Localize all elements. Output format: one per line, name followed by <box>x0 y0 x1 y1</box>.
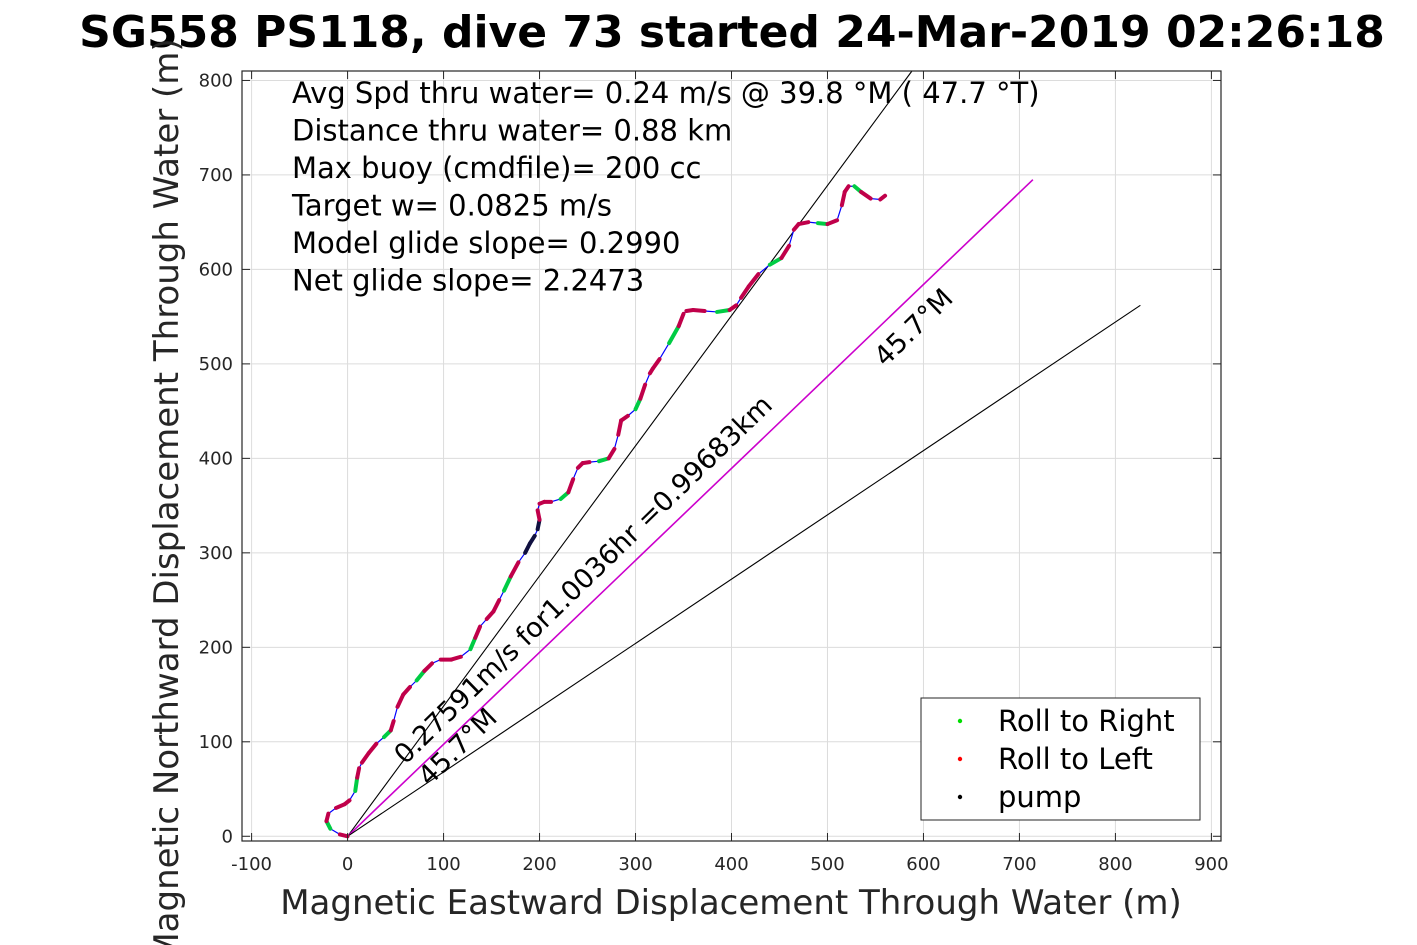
x-tick-label: 300 <box>618 854 652 875</box>
annotations: 0.27591m/s for1.0036hr =0.99683km45.7°M4… <box>388 283 959 792</box>
legend-marker <box>957 718 963 724</box>
roll-marker <box>342 798 352 807</box>
reference-lines <box>347 70 1141 837</box>
x-axis-title: Magnetic Eastward Displacement Through W… <box>280 883 1182 923</box>
legend-marker <box>957 794 963 800</box>
roll-marker <box>527 533 537 546</box>
roll-marker <box>878 193 888 202</box>
x-tick-label: 700 <box>1002 854 1036 875</box>
roll-marker <box>508 560 521 579</box>
roll-marker <box>324 811 331 824</box>
roll-marker <box>715 308 732 314</box>
stat-line: Target w= 0.0825 m/s <box>291 189 612 223</box>
roll-marker <box>779 243 792 261</box>
reference-line-upper <box>347 70 913 837</box>
y-tick-label: 500 <box>199 354 233 375</box>
roll-marker <box>739 284 751 300</box>
legend-label: Roll to Left <box>998 742 1153 776</box>
roll-marker <box>355 766 362 780</box>
roll-marker <box>401 685 412 697</box>
roll-marker <box>839 189 847 208</box>
y-tick-label: 100 <box>199 732 233 753</box>
roll-marker <box>414 668 427 683</box>
y-tick-label: 800 <box>199 70 233 91</box>
roll-marker <box>366 741 379 756</box>
y-tick-label: 700 <box>199 165 233 186</box>
stat-line: Avg Spd thru water= 0.24 m/s @ 39.8 °M (… <box>292 76 1040 110</box>
legend-label: pump <box>998 780 1081 814</box>
line-annotation: 45.7°M <box>868 283 959 373</box>
roll-marker <box>422 661 435 673</box>
roll-marker <box>473 624 483 640</box>
x-tick-label: 500 <box>810 854 844 875</box>
stat-line: Net glide slope= 2.2473 <box>292 264 644 298</box>
roll-marker <box>796 220 811 227</box>
roll-marker <box>388 719 396 733</box>
chart-title: SG558 PS118, dive 73 started 24-Mar-2019… <box>79 7 1385 58</box>
y-tick-label: 0 <box>222 826 233 847</box>
roll-marker <box>650 357 662 371</box>
x-tick-label: 0 <box>342 854 353 875</box>
x-tick-label: 600 <box>906 854 940 875</box>
stat-line: Distance thru water= 0.88 km <box>292 114 732 148</box>
roll-marker <box>580 460 592 466</box>
roll-marker <box>353 775 360 793</box>
y-tick-label: 200 <box>199 637 233 658</box>
roll-marker <box>606 446 617 461</box>
roll-marker <box>535 508 542 522</box>
roll-marker <box>767 256 784 267</box>
line-annotation: 0.27591m/s for1.0036hr =0.99683km <box>388 390 778 771</box>
y-tick-label: 300 <box>199 543 233 564</box>
stat-line: Model glide slope= 0.2990 <box>292 226 680 260</box>
legend-marker <box>957 756 963 762</box>
roll-marker <box>842 184 851 194</box>
y-tick-label: 400 <box>199 448 233 469</box>
roll-marker <box>337 832 350 839</box>
legend: Roll to Right Roll to Left pump <box>920 697 1201 821</box>
roll-marker <box>667 324 681 346</box>
x-tick-label: 100 <box>426 854 460 875</box>
roll-marker <box>395 692 406 709</box>
x-tick-label: -100 <box>231 854 272 875</box>
roll-marker <box>859 189 873 201</box>
y-tick-label: 600 <box>199 259 233 280</box>
dive-track <box>324 184 888 839</box>
legend-label: Roll to Right <box>998 704 1175 738</box>
ticks: -100 0 100 200 300 400 500 600 700 800 900 0 100 200 3… <box>199 70 1229 875</box>
stats-block: Avg Spd thru water= 0.24 m/s @ 39.8 °M (… <box>291 76 1040 298</box>
y-axis-title: Magnetic Northward Displacement Through … <box>147 38 187 945</box>
roll-marker <box>502 574 513 593</box>
reference-line-center <box>347 179 1034 837</box>
x-tick-label: 400 <box>714 854 748 875</box>
x-tick-label: 800 <box>1098 854 1132 875</box>
roll-marker <box>449 654 463 662</box>
x-tick-label: 200 <box>522 854 556 875</box>
roll-marker <box>638 382 648 401</box>
roll-marker <box>727 303 739 313</box>
roll-marker <box>691 308 707 313</box>
legend-box <box>920 697 1201 821</box>
x-tick-label: 900 <box>1194 854 1228 875</box>
roll-marker <box>491 598 502 614</box>
roll-marker <box>746 272 761 289</box>
stat-line: Max buoy (cmdfile)= 200 cc <box>292 151 701 185</box>
roll-marker <box>619 413 630 423</box>
roll-marker <box>468 635 478 652</box>
roll-marker <box>676 311 686 329</box>
roll-marker <box>616 418 624 437</box>
roll-marker <box>825 218 840 227</box>
roll-marker <box>566 477 576 495</box>
reference-line-lower <box>347 304 1141 837</box>
